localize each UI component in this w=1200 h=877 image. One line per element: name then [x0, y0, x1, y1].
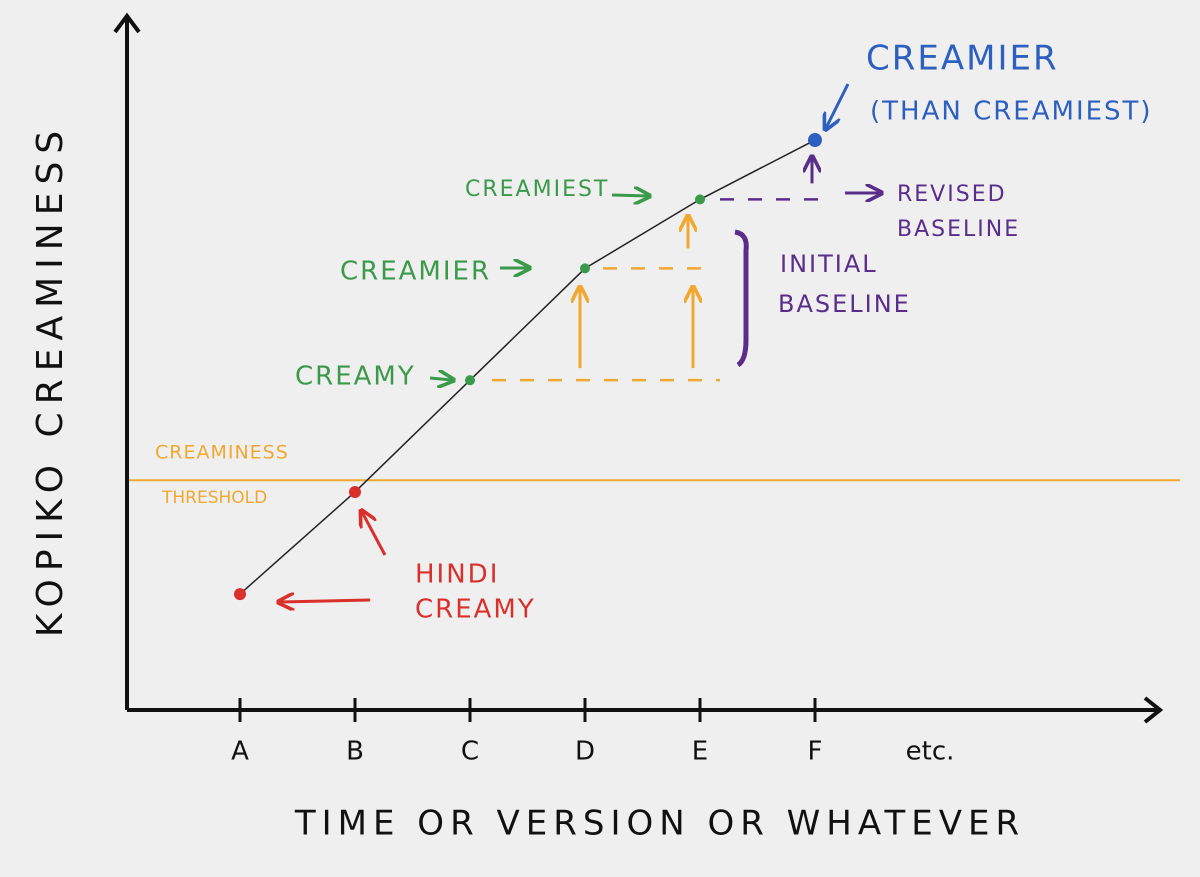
annotation: CREAMY [295, 362, 416, 392]
point [234, 588, 246, 601]
annotation: CREAMIEST [465, 177, 609, 202]
x-tick-label: F [808, 737, 823, 767]
y-axis-arrow [113, 12, 141, 34]
threshold-label: CREAMINESS [155, 442, 289, 464]
annotation: INITIAL [780, 250, 878, 278]
annotation: CREAMY [415, 595, 536, 625]
annotation: CREAMIER [866, 39, 1059, 79]
x-axis-label: TIME OR VERSION OR WHATEVER [294, 804, 1025, 844]
x-tick-label: D [575, 737, 595, 767]
annotation: BASELINE [897, 217, 1020, 242]
annotation: HINDI [415, 560, 499, 590]
annotation: (THAN CREAMIEST) [870, 97, 1153, 127]
arrow [362, 512, 387, 556]
annotation: BASELINE [778, 290, 911, 318]
annotation: CREAMIER [340, 257, 491, 287]
point [695, 194, 705, 205]
x-tick-label: E [692, 737, 708, 767]
threshold-label: THRESHOLD [161, 488, 267, 508]
x-axis-arrow [1143, 696, 1164, 724]
line [239, 139, 816, 595]
annotation: REVISED [897, 182, 1007, 207]
point [465, 375, 475, 386]
brace [734, 229, 749, 368]
point [349, 485, 361, 498]
arrow [429, 378, 452, 380]
point [580, 263, 590, 274]
x-tick-label: etc. [906, 737, 955, 767]
y-axis-label: KOPIKO CREAMINESS [30, 123, 71, 637]
x-tick-label: B [346, 737, 364, 767]
x-tick-label: C [461, 737, 479, 767]
arrow [611, 195, 648, 196]
point [808, 133, 822, 148]
arrow [826, 83, 850, 128]
x-tick-label: A [231, 737, 249, 767]
arrow [280, 600, 371, 602]
